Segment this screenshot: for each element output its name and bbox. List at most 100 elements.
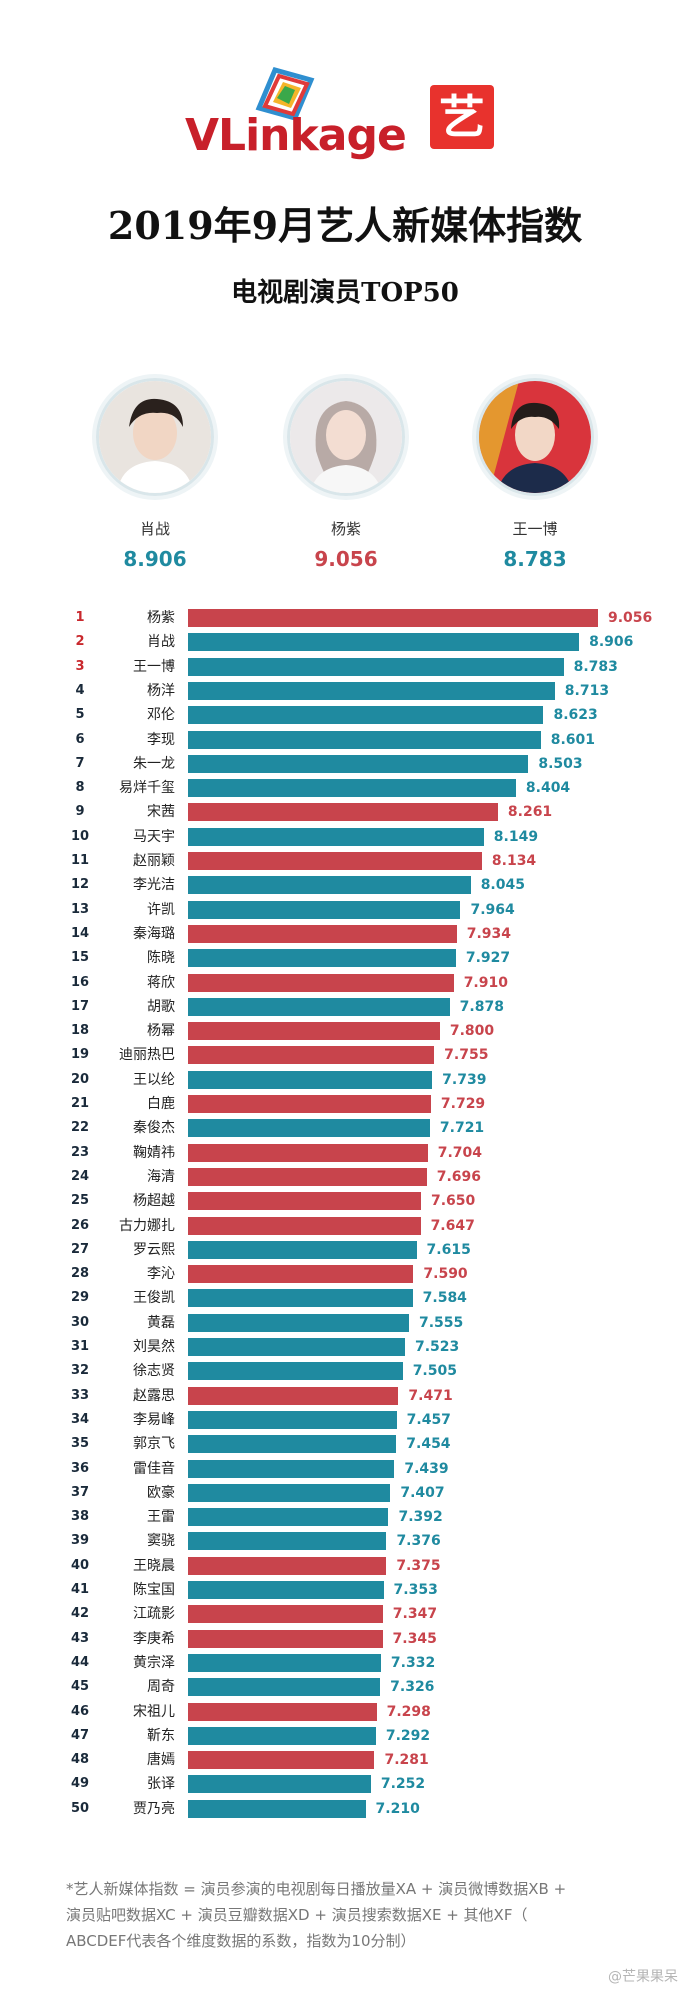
bar-mark <box>188 900 461 919</box>
podium-third: 王一博 8.783 <box>475 378 595 571</box>
bar-mark <box>188 1167 427 1186</box>
chart-row: 46 宋祖儿 7.298 <box>0 1700 690 1724</box>
value-label: 7.650 <box>430 1193 476 1210</box>
chart-row: 8 易烊千玺 8.404 <box>0 776 690 800</box>
chart-row: 6 李现 8.601 <box>0 728 690 752</box>
value-label: 8.783 <box>573 658 618 675</box>
podium-name: 王一博 <box>512 520 558 538</box>
avatar <box>96 378 214 496</box>
chart-row: 35 郭京飞 7.454 <box>0 1432 690 1456</box>
rank-label: 2 <box>75 634 85 650</box>
actor-name-label: 李现 <box>147 731 175 748</box>
bar-mark <box>188 924 457 943</box>
rank-label: 12 <box>70 877 90 893</box>
rank-label: 41 <box>70 1582 90 1597</box>
actor-name-label: 肖战 <box>147 634 175 651</box>
rank-label: 33 <box>70 1387 90 1403</box>
rank-label: 37 <box>70 1484 90 1500</box>
bar-mark <box>188 1751 375 1770</box>
chart-row: 23 鞠婧祎 7.704 <box>0 1141 690 1165</box>
chart-row: 45 周奇 7.326 <box>0 1675 690 1699</box>
actor-name-label: 李沁 <box>147 1266 175 1283</box>
value-label: 7.647 <box>430 1217 475 1234</box>
value-label: 7.721 <box>439 1120 485 1137</box>
footnote: *艺人新媒体指数 = 演员参演的电视剧每日播放量XA + 演员微博数据XB + … <box>66 1876 646 1954</box>
value-label: 7.281 <box>384 1752 429 1769</box>
bar-mark <box>188 1459 395 1478</box>
actor-name-label: 雷佳音 <box>133 1460 175 1477</box>
chart-row: 7 朱一龙 8.503 <box>0 752 690 776</box>
bar-mark <box>188 1605 383 1624</box>
value-label: 7.353 <box>393 1582 438 1598</box>
value-label: 7.292 <box>385 1727 431 1744</box>
rank-label: 31 <box>70 1339 90 1354</box>
value-label: 7.345 <box>392 1630 437 1647</box>
chart-row: 12 李光洁 8.045 <box>0 873 690 897</box>
value-label: 7.934 <box>466 925 511 942</box>
bar-mark <box>188 1435 397 1454</box>
rank-label: 8 <box>75 780 85 796</box>
value-label: 7.704 <box>437 1144 483 1161</box>
rank-label: 20 <box>70 1071 90 1087</box>
bar-mark <box>188 1629 383 1648</box>
value-label: 7.927 <box>465 950 511 967</box>
chart-row: 3 王一博 8.783 <box>0 655 690 679</box>
value-label: 8.503 <box>538 755 583 772</box>
value-label: 8.601 <box>550 731 595 748</box>
value-label: 7.555 <box>418 1314 464 1331</box>
bar-mark <box>188 1483 391 1502</box>
chart-row: 29 王俊凯 7.584 <box>0 1286 690 1310</box>
header: VLinkage 艺 2019年9月艺人新媒体指数 电视剧演员TOP50 <box>0 0 690 330</box>
weibo-watermark: @芒果果呆 <box>608 1969 678 1985</box>
bar-mark <box>188 827 484 846</box>
actor-name-label: 李庚希 <box>133 1630 175 1647</box>
rank-label: 19 <box>70 1047 90 1063</box>
actor-name-label: 徐志贤 <box>133 1363 175 1380</box>
value-label: 7.375 <box>396 1557 441 1574</box>
actor-name-label: 宋祖儿 <box>133 1703 175 1720</box>
bar-mark <box>188 1775 371 1794</box>
value-label: 7.800 <box>449 1023 495 1040</box>
actor-name-label: 古力娜扎 <box>119 1217 175 1234</box>
ranking-bar-chart: 1 杨紫 9.056 2 肖战 8.906 3 王一博 8.783 4 杨洋 8.713 5 邓伦 8.62… <box>0 606 690 1818</box>
actor-name-label: 江疏影 <box>133 1606 175 1623</box>
actor-name-label: 海清 <box>147 1168 175 1185</box>
actor-name-label: 鞠婧祎 <box>133 1144 175 1161</box>
bar-mark <box>188 730 541 749</box>
actor-name-label: 周奇 <box>147 1679 175 1696</box>
chart-row: 43 李庚希 7.345 <box>0 1627 690 1651</box>
value-label: 7.755 <box>444 1047 489 1064</box>
rank-label: 11 <box>70 853 90 868</box>
actor-name-label: 杨超越 <box>133 1193 175 1210</box>
bar-mark <box>188 876 471 895</box>
rank-label: 10 <box>70 828 90 844</box>
bar-mark <box>188 1362 403 1381</box>
actor-name-label: 胡歌 <box>147 998 175 1015</box>
actor-name-label: 朱一龙 <box>133 755 175 772</box>
actor-name-label: 黄磊 <box>147 1314 175 1331</box>
value-label: 7.407 <box>400 1484 445 1501</box>
chart-row: 40 王晓晨 7.375 <box>0 1554 690 1578</box>
actor-name-label: 宋茜 <box>147 804 175 821</box>
chart-row: 26 古力娜扎 7.647 <box>0 1214 690 1238</box>
bar-mark <box>188 973 454 992</box>
value-label: 8.404 <box>525 780 571 797</box>
chart-row: 17 胡歌 7.878 <box>0 995 690 1019</box>
chart-row: 15 陈晓 7.927 <box>0 946 690 970</box>
bar-mark <box>188 1313 409 1332</box>
chart-row: 25 杨超越 7.650 <box>0 1189 690 1213</box>
chart-row: 42 江疏影 7.347 <box>0 1602 690 1626</box>
podium-score: 8.783 <box>503 547 567 571</box>
value-label: 7.739 <box>442 1071 487 1088</box>
bar-mark <box>188 949 456 968</box>
chart-row: 21 白鹿 7.729 <box>0 1092 690 1116</box>
actor-name-label: 杨紫 <box>147 610 175 626</box>
rank-label: 13 <box>70 901 90 917</box>
rank-label: 47 <box>70 1727 90 1743</box>
rank-label: 4 <box>75 682 85 698</box>
actor-name-label: 赵丽颖 <box>133 853 175 869</box>
footnote-line: *艺人新媒体指数 = 演员参演的电视剧每日播放量XA + 演员微博数据XB + <box>66 1880 567 1898</box>
actor-name-label: 迪丽热巴 <box>119 1047 175 1064</box>
value-label: 7.584 <box>422 1290 467 1307</box>
chart-row: 50 贾乃亮 7.210 <box>0 1797 690 1821</box>
